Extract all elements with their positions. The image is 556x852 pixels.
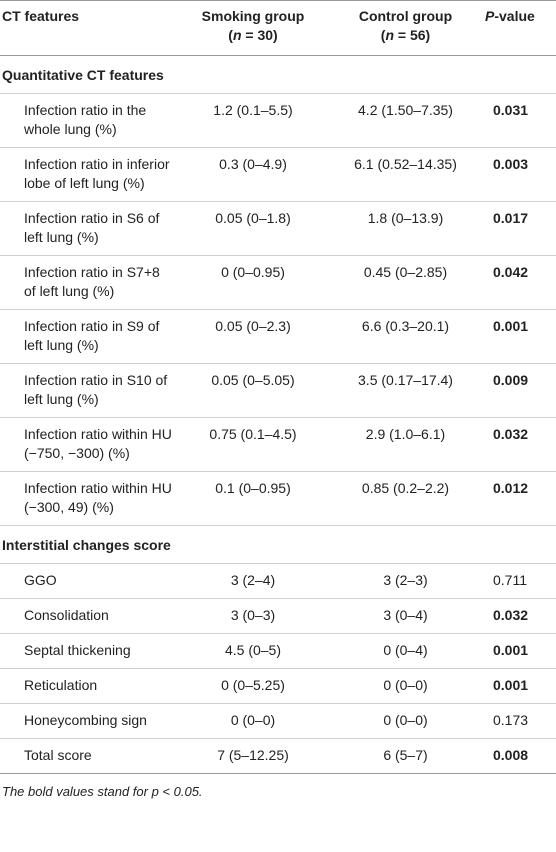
empty-cell: [178, 525, 556, 564]
control-value: 6.1 (0.52–14.35): [328, 147, 483, 202]
row-label: Total score: [0, 738, 178, 774]
smoking-value: 0.05 (0–5.05): [178, 363, 328, 418]
p-value: 0.001: [483, 309, 556, 364]
p-value: 0.003: [483, 147, 556, 202]
row-label: Infection ratio in S9 of left lung (%): [0, 309, 178, 364]
footnote: The bold values stand for p < 0.05.: [2, 784, 203, 799]
control-value: 1.8 (0–13.9): [328, 201, 483, 256]
smoking-value: 1.2 (0.1–5.5): [178, 93, 328, 148]
smoking-value: 0 (0–5.25): [178, 668, 328, 704]
smoking-value: 0.75 (0.1–4.5): [178, 417, 328, 472]
control-value: 6 (5–7): [328, 738, 483, 774]
control-value: 4.2 (1.50–7.35): [328, 93, 483, 148]
smoking-value: 7 (5–12.25): [178, 738, 328, 774]
header-text: n: [232, 27, 242, 43]
data-row: Infection ratio in S9 of left lung (%) 0.…: [0, 309, 556, 364]
data-row: Honeycombing sign 0 (0–0) 0 (0–0) 0.173: [0, 703, 556, 739]
section-row: Quantitative CT features: [0, 55, 556, 94]
p-value: 0.001: [483, 633, 556, 669]
table-body: Quantitative CT features Infection ratio …: [0, 55, 556, 774]
section-title: Quantitative CT features: [0, 55, 178, 94]
header-text: = 30): [241, 27, 278, 43]
data-row: Consolidation 3 (0–3) 3 (0–4) 0.032: [0, 598, 556, 634]
data-row: Reticulation 0 (0–5.25) 0 (0–0) 0.001: [0, 668, 556, 704]
row-label: Infection ratio in inferior lobe of left…: [0, 147, 178, 202]
p-value: 0.008: [483, 738, 556, 774]
header-text: (: [380, 27, 386, 43]
control-value: 0 (0–0): [328, 703, 483, 739]
control-value: 0 (0–4): [328, 633, 483, 669]
row-label: Infection ratio in S6 of left lung (%): [0, 201, 178, 256]
row-label: Consolidation: [0, 598, 178, 634]
section-row: Interstitial changes score: [0, 525, 556, 564]
row-label: GGO: [0, 563, 178, 599]
row-label: Infection ratio in S10 of left lung (%): [0, 363, 178, 418]
header-text: = 56): [394, 27, 431, 43]
control-value: 0.85 (0.2–2.2): [328, 471, 483, 526]
smoking-value: 0 (0–0.95): [178, 255, 328, 310]
header-text: n: [385, 27, 395, 43]
header-text: (: [228, 27, 233, 43]
control-value: 3.5 (0.17–17.4): [328, 363, 483, 418]
control-value: 3 (2–3): [328, 563, 483, 599]
smoking-value: 4.5 (0–5): [178, 633, 328, 669]
data-row: Infection ratio within HU (−750, −300) (…: [0, 417, 556, 472]
data-row: GGO 3 (2–4) 3 (2–3) 0.711: [0, 563, 556, 599]
p-value: 0.042: [483, 255, 556, 310]
header-cell: Control group (n = 56): [328, 0, 483, 56]
data-table: CT features Smoking group (n = 30) Contro…: [0, 0, 556, 774]
header-cell: CT features: [0, 0, 178, 56]
row-label: Reticulation: [0, 668, 178, 704]
row-label: Infection ratio in the whole lung (%): [0, 93, 178, 148]
smoking-value: 0.05 (0–1.8): [178, 201, 328, 256]
p-value: 0.711: [483, 563, 556, 599]
row-label: Infection ratio within HU (−750, −300) (…: [0, 417, 178, 472]
p-value: 0.012: [483, 471, 556, 526]
smoking-value: 0.3 (0–4.9): [178, 147, 328, 202]
control-value: 0 (0–0): [328, 668, 483, 704]
data-row: Infection ratio within HU (−300, 49) (%)…: [0, 471, 556, 526]
p-value: 0.032: [483, 417, 556, 472]
p-value: 0.173: [483, 703, 556, 739]
smoking-value: 0.05 (0–2.3): [178, 309, 328, 364]
data-row: Infection ratio in S6 of left lung (%) 0.…: [0, 201, 556, 256]
p-value: 0.017: [483, 201, 556, 256]
p-value: 0.009: [483, 363, 556, 418]
control-value: 2.9 (1.0–6.1): [328, 417, 483, 472]
smoking-value: 3 (2–4): [178, 563, 328, 599]
header-text: -value: [494, 8, 535, 24]
row-label: Septal thickening: [0, 633, 178, 669]
control-value: 3 (0–4): [328, 598, 483, 634]
control-value: 0.45 (0–2.85): [328, 255, 483, 310]
row-label: Infection ratio within HU (−300, 49) (%): [0, 471, 178, 526]
section-title: Interstitial changes score: [0, 525, 178, 564]
data-row: Infection ratio in the whole lung (%) 1.2…: [0, 93, 556, 148]
header-text: Control group: [358, 8, 453, 24]
smoking-value: 0.1 (0–0.95): [178, 471, 328, 526]
p-value: 0.032: [483, 598, 556, 634]
header-row: CT features Smoking group (n = 30) Contro…: [0, 0, 556, 56]
data-row: Total score 7 (5–12.25) 6 (5–7) 0.008: [0, 738, 556, 774]
row-label: Infection ratio in S7+8 of left lung (%): [0, 255, 178, 310]
data-row: Infection ratio in S10 of left lung (%) 0…: [0, 363, 556, 418]
empty-cell: [178, 55, 556, 94]
data-row: Infection ratio in inferior lobe of left…: [0, 147, 556, 202]
row-label: Honeycombing sign: [0, 703, 178, 739]
smoking-value: 3 (0–3): [178, 598, 328, 634]
p-value: 0.031: [483, 93, 556, 148]
smoking-value: 0 (0–0): [178, 703, 328, 739]
header-cell: P-value: [483, 0, 556, 56]
data-row: Infection ratio in S7+8 of left lung (%)…: [0, 255, 556, 310]
control-value: 6.6 (0.3–20.1): [328, 309, 483, 364]
data-row: Septal thickening 4.5 (0–5) 0 (0–4) 0.001: [0, 633, 556, 669]
header-text: P: [485, 8, 495, 24]
p-value: 0.001: [483, 668, 556, 704]
header-text: Smoking group: [201, 8, 305, 24]
header-cell: Smoking group (n = 30): [178, 0, 328, 56]
